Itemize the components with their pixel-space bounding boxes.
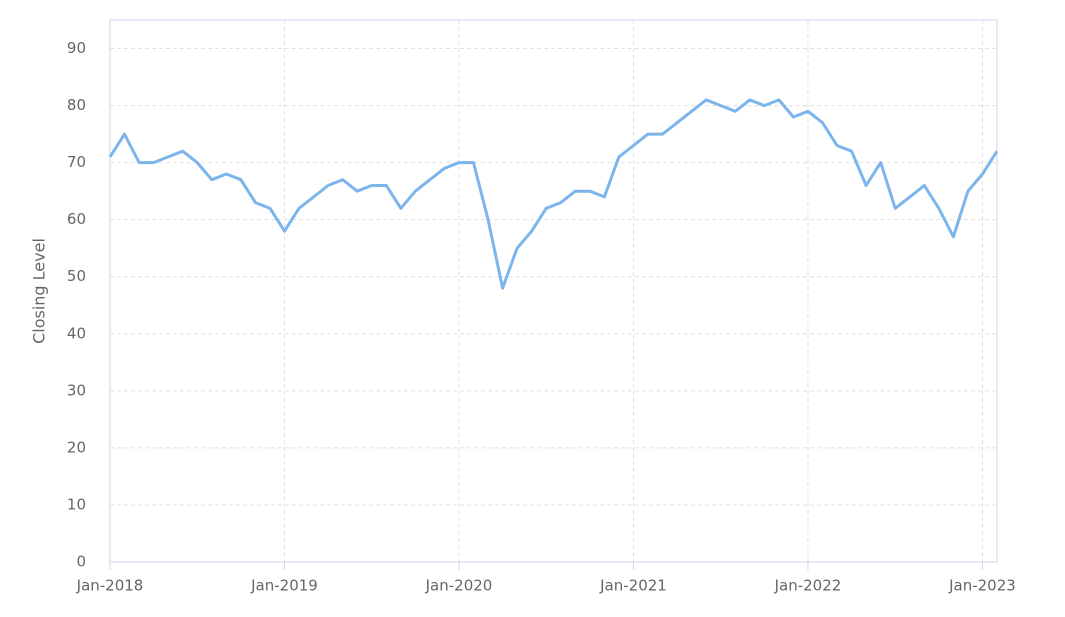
x-tick-label: Jan-2018 <box>76 577 144 595</box>
y-axis-label: Closing Level <box>30 238 49 344</box>
plot-frame <box>109 19 998 563</box>
x-tick-label: Jan-2021 <box>599 577 667 595</box>
y-tick-label: 80 <box>67 96 86 114</box>
y-tick-label: 40 <box>67 324 86 342</box>
y-tick-label: 60 <box>67 210 86 228</box>
x-tick-label: Jan-2022 <box>774 577 842 595</box>
y-tick-label: 0 <box>76 553 86 571</box>
y-tick-label: 90 <box>67 39 86 57</box>
y-tick-label: 20 <box>67 438 86 456</box>
y-tick-label: 50 <box>67 267 86 285</box>
x-tick-label: Jan-2023 <box>948 577 1016 595</box>
y-tick-label: 30 <box>67 381 86 399</box>
line <box>108 98 999 290</box>
y-tick-label: 10 <box>67 495 86 513</box>
x-tick-label: Jan-2020 <box>425 577 493 595</box>
x-tick-label: Jan-2019 <box>250 577 318 595</box>
y-tick-label: 70 <box>67 153 86 171</box>
